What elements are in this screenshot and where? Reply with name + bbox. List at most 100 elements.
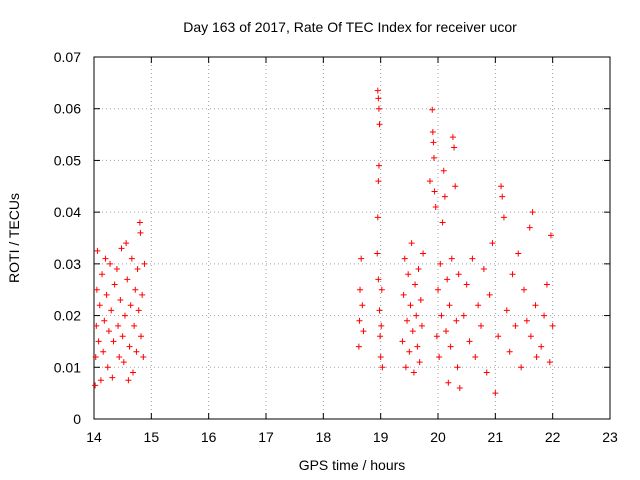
data-point: [120, 359, 127, 366]
data-point: [533, 353, 540, 360]
data-point: [549, 322, 556, 329]
data-point: [103, 291, 110, 298]
data-point: [137, 229, 144, 236]
data-point: [538, 343, 545, 350]
data-points: [92, 87, 556, 397]
data-point: [436, 353, 443, 360]
data-point: [432, 203, 439, 210]
data-point: [408, 240, 415, 247]
data-point: [446, 302, 453, 309]
data-point: [131, 322, 138, 329]
data-point: [356, 317, 363, 324]
data-point: [475, 302, 482, 309]
data-point: [529, 209, 536, 216]
x-tick-label: 15: [144, 429, 160, 445]
chart-title: Day 163 of 2017, Rate Of TEC Index for r…: [183, 19, 517, 35]
data-point: [429, 128, 436, 135]
data-point: [469, 255, 476, 262]
data-point: [438, 312, 445, 319]
data-point: [441, 193, 448, 200]
data-point: [440, 167, 447, 174]
data-point: [116, 353, 123, 360]
data-point: [127, 302, 134, 309]
data-point: [509, 271, 516, 278]
data-point: [518, 364, 525, 371]
data-point: [439, 219, 446, 226]
data-point: [456, 384, 463, 391]
data-point: [141, 260, 148, 267]
data-point: [135, 307, 142, 314]
x-tick-label: 17: [258, 429, 274, 445]
data-point: [92, 353, 99, 360]
data-point: [452, 183, 459, 190]
data-point: [417, 297, 424, 304]
y-tick-label: 0.07: [54, 49, 81, 65]
data-point: [375, 105, 382, 112]
data-point: [430, 139, 437, 146]
data-point: [401, 255, 408, 262]
data-point: [523, 317, 530, 324]
data-point: [483, 369, 490, 376]
data-point: [100, 348, 107, 355]
data-point: [492, 390, 499, 397]
data-point: [454, 364, 461, 371]
data-point: [499, 193, 506, 200]
x-tick-label: 18: [316, 429, 332, 445]
data-point: [129, 369, 136, 376]
data-point: [463, 281, 470, 288]
data-point: [375, 178, 382, 185]
data-point: [453, 317, 460, 324]
plot-frame: [93, 56, 611, 420]
data-point: [128, 255, 135, 262]
data-point: [379, 364, 386, 371]
data-point: [407, 302, 414, 309]
data-point: [94, 247, 101, 254]
data-point: [360, 328, 367, 335]
x-tick-label: 19: [373, 429, 389, 445]
data-point: [414, 343, 421, 350]
data-point: [108, 307, 115, 314]
data-point: [92, 382, 99, 389]
data-point: [113, 266, 120, 273]
data-point: [495, 333, 502, 340]
data-point: [448, 255, 455, 262]
data-point: [437, 260, 444, 267]
x-tick-label: 23: [602, 429, 618, 445]
data-point: [101, 317, 108, 324]
x-tick-label: 14: [86, 429, 102, 445]
data-point: [420, 250, 427, 257]
x-tick-label: 22: [545, 429, 561, 445]
data-point: [532, 302, 539, 309]
data-point: [500, 214, 507, 221]
data-point: [503, 307, 510, 314]
y-tick-label: 0.02: [54, 308, 81, 324]
data-point: [126, 343, 133, 350]
data-point: [444, 276, 451, 283]
data-point: [447, 343, 454, 350]
data-point: [402, 364, 409, 371]
data-point: [109, 374, 116, 381]
data-point: [111, 281, 118, 288]
data-point: [375, 162, 382, 169]
data-point: [102, 255, 109, 262]
data-point: [410, 369, 417, 376]
data-point: [378, 286, 385, 293]
y-tick-label: 0.05: [54, 152, 81, 168]
data-point: [99, 271, 106, 278]
data-point: [123, 240, 130, 247]
data-point: [416, 359, 423, 366]
data-point: [413, 312, 420, 319]
data-point: [400, 291, 407, 298]
data-point: [96, 302, 103, 309]
data-point: [489, 240, 496, 247]
data-point: [455, 271, 462, 278]
data-point: [136, 219, 143, 226]
data-point: [526, 224, 533, 231]
data-point: [117, 297, 124, 304]
data-point: [546, 359, 553, 366]
data-point: [358, 255, 365, 262]
data-point: [443, 328, 450, 335]
data-point: [124, 276, 131, 283]
data-point: [121, 312, 128, 319]
data-point: [375, 276, 382, 283]
